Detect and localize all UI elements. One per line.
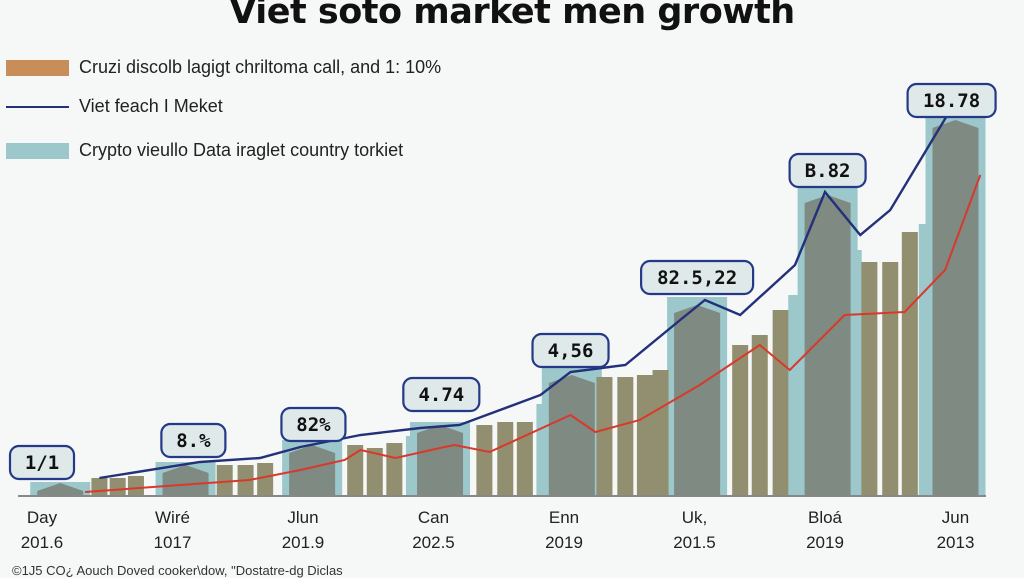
peak-bar	[548, 375, 595, 496]
bar	[596, 377, 613, 496]
x-tick-year: 2013	[936, 533, 975, 552]
data-callout: B.82	[788, 152, 867, 189]
bar	[652, 370, 669, 496]
x-tick-month: Enn	[548, 508, 580, 527]
x-tick-month: Can	[417, 508, 450, 527]
x-tick-label: Bloá 2019	[775, 505, 875, 555]
data-callout: 1/1	[8, 444, 76, 481]
peak-bar	[37, 483, 84, 496]
peak-bar	[804, 195, 851, 496]
x-tick-year: 201.5	[673, 533, 716, 552]
bar	[366, 448, 383, 496]
bar	[386, 443, 403, 496]
x-tick-label: Day 201.6	[0, 505, 92, 555]
peak-bar	[417, 425, 464, 496]
data-callout: 4,56	[531, 332, 610, 369]
bar	[516, 422, 533, 496]
bar	[901, 232, 918, 496]
callout-label: 82.5,22	[657, 267, 737, 289]
bar	[91, 478, 108, 496]
x-tick-label: Jlun 201.9	[253, 505, 353, 555]
x-tick-label: Enn 2019	[514, 505, 614, 555]
legend-swatch-orange	[6, 59, 69, 76]
peak-bar	[932, 120, 979, 496]
bar	[751, 335, 768, 496]
bar	[257, 463, 274, 496]
bar	[732, 345, 749, 496]
legend-swatch-teal	[6, 142, 69, 159]
x-tick-label: Wiré 1017	[123, 505, 223, 555]
x-tick-year: 1017	[153, 533, 192, 552]
bar	[497, 422, 514, 496]
bar	[109, 478, 126, 496]
bar	[617, 377, 634, 496]
legend-item-line-blue: Viet feach I Meket	[6, 96, 223, 117]
callout-box	[788, 152, 867, 189]
legend-label: Viet feach I Meket	[79, 96, 223, 116]
callout-label: 82%	[296, 414, 331, 436]
source-footer: ©1J5 CO¿ Aouch Doved cooker\dow, "Dostat…	[12, 563, 343, 578]
bar	[216, 465, 233, 496]
x-tick-month: Wiré	[155, 508, 190, 527]
callout-label: 4.74	[418, 384, 464, 406]
callout-box	[906, 82, 997, 119]
bar	[918, 224, 935, 496]
x-tick-label: Uk, 201.5	[645, 505, 745, 555]
data-callout: 82.5,22	[640, 259, 755, 296]
series-line-red	[84, 174, 982, 493]
series-line-blue	[99, 94, 961, 480]
callout-box	[160, 422, 227, 459]
bar	[347, 445, 364, 496]
x-tick-year: 2019	[545, 533, 583, 552]
x-tick-year: 201.6	[20, 533, 64, 552]
callout-box	[402, 376, 481, 413]
callout-label: 8.%	[176, 430, 211, 452]
x-tick-year: 2019	[806, 533, 844, 552]
data-callout: 82%	[280, 406, 347, 443]
x-tick-year: 202.5	[412, 533, 455, 552]
peak-bar	[289, 445, 336, 496]
callout-box	[8, 444, 76, 481]
callout-box	[531, 332, 610, 369]
x-tick-month: Jun	[941, 508, 970, 527]
x-tick-month: Uk,	[681, 508, 708, 527]
x-tick-month: Bloá	[807, 508, 843, 527]
legend-label: Cruzi discolb lagigt chriltoma call, and…	[79, 57, 442, 77]
legend-line-blue	[6, 105, 69, 108]
callout-box	[640, 259, 755, 296]
data-callout: 4.74	[402, 376, 481, 413]
callout-label: 4,56	[548, 340, 594, 362]
bar	[636, 375, 653, 496]
legend-item-bar-orange: Cruzi discolb lagigt chriltoma call, and…	[6, 57, 441, 78]
x-tick-year: 201.9	[281, 533, 325, 552]
data-callout: 8.%	[160, 422, 227, 459]
peak-bar	[674, 305, 721, 496]
bar	[882, 262, 899, 496]
x-tick-label: Can 202.5	[384, 505, 484, 555]
x-tick-month: Day	[26, 508, 58, 527]
legend-label: Crypto vieullo Data iraglet country tork…	[79, 140, 404, 160]
chart-title: Viet soto market men growth	[229, 0, 795, 32]
data-callout: 18.78	[906, 82, 997, 119]
x-tick-month: Jlun	[287, 508, 319, 527]
bar	[536, 404, 553, 496]
peak-bar	[162, 465, 209, 496]
bar	[772, 310, 789, 496]
bar	[127, 476, 144, 496]
legend-item-bar-teal: Crypto vieullo Data iraglet country tork…	[6, 140, 403, 161]
callout-label: 18.78	[923, 90, 980, 112]
callout-label: B.82	[805, 160, 851, 182]
callout-label: 1/1	[25, 452, 59, 474]
bar	[861, 262, 878, 496]
x-tick-label: Jun 2013	[906, 505, 1006, 555]
bar	[788, 295, 805, 496]
callout-box	[280, 406, 347, 443]
bar	[476, 425, 493, 496]
